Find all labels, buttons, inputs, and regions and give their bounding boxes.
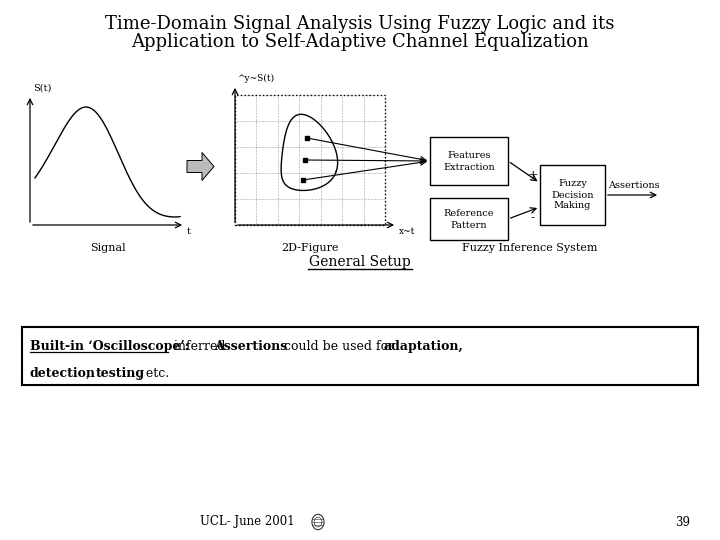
- Text: 2D-Figure: 2D-Figure: [282, 243, 338, 253]
- Bar: [430, 198, 508, 240]
- Polygon shape: [187, 152, 214, 180]
- Bar: [430, 137, 508, 185]
- Text: Time-Domain Signal Analysis Using Fuzzy Logic and its: Time-Domain Signal Analysis Using Fuzzy …: [105, 15, 615, 33]
- Text: Fuzzy: Fuzzy: [558, 179, 587, 188]
- Text: , etc.: , etc.: [138, 367, 169, 380]
- Text: +: +: [528, 169, 539, 182]
- Text: ^y~S(t): ^y~S(t): [237, 74, 274, 83]
- Text: Decision: Decision: [552, 191, 594, 199]
- Text: Application to Self-Adaptive Channel Equalization: Application to Self-Adaptive Channel Equ…: [131, 33, 589, 51]
- Text: -: -: [531, 211, 535, 224]
- Text: Extraction: Extraction: [444, 163, 495, 172]
- Text: S(t): S(t): [33, 84, 51, 93]
- Text: adaptation,: adaptation,: [383, 340, 463, 353]
- Text: Assertions: Assertions: [608, 181, 660, 190]
- Bar: [22, 327, 698, 385]
- Text: General Setup: General Setup: [309, 255, 411, 269]
- Text: Features: Features: [447, 151, 491, 159]
- Text: Signal: Signal: [90, 243, 125, 253]
- Text: UCL- June 2001: UCL- June 2001: [200, 516, 295, 529]
- Text: Reference: Reference: [444, 208, 494, 218]
- Text: Built-in ‘Oscilloscope’:: Built-in ‘Oscilloscope’:: [30, 340, 189, 353]
- Text: t: t: [187, 227, 191, 236]
- Text: testing: testing: [96, 367, 145, 380]
- Bar: [235, 95, 385, 225]
- Text: x~t: x~t: [399, 227, 415, 236]
- Text: 39: 39: [675, 516, 690, 529]
- Text: Pattern: Pattern: [451, 220, 487, 230]
- Text: Making: Making: [554, 201, 591, 211]
- Text: Assertions: Assertions: [214, 340, 287, 353]
- Bar: [540, 165, 605, 225]
- Text: could be used for: could be used for: [280, 340, 398, 353]
- Text: Fuzzy Inference System: Fuzzy Inference System: [462, 243, 598, 253]
- Text: inferred: inferred: [170, 340, 230, 353]
- Text: detection: detection: [30, 367, 96, 380]
- Text: ,: ,: [86, 367, 94, 380]
